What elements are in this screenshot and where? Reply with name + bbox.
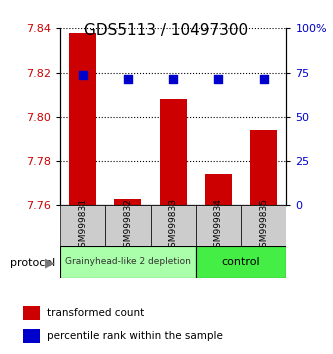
Text: GSM999835: GSM999835 [259, 198, 268, 253]
Bar [196, 246, 286, 278]
Bar [160, 99, 187, 205]
Bar [196, 205, 241, 246]
Bar [151, 205, 196, 246]
Text: Grainyhead-like 2 depletion: Grainyhead-like 2 depletion [65, 257, 191, 267]
Text: ▶: ▶ [45, 256, 55, 269]
Text: protocol: protocol [10, 258, 55, 268]
Bar [23, 307, 40, 320]
Bar [69, 33, 96, 205]
Point [80, 72, 85, 78]
Bar [205, 174, 232, 205]
Text: GSM999831: GSM999831 [78, 198, 87, 253]
Point [170, 76, 176, 82]
Bar [60, 246, 196, 278]
Bar [114, 199, 142, 205]
Text: GSM999834: GSM999834 [214, 198, 223, 253]
Text: GSM999832: GSM999832 [123, 198, 133, 253]
Text: GSM999833: GSM999833 [168, 198, 178, 253]
Text: percentile rank within the sample: percentile rank within the sample [47, 331, 223, 341]
Point [261, 76, 266, 82]
Bar [23, 330, 40, 343]
Text: GDS5113 / 10497300: GDS5113 / 10497300 [85, 23, 248, 38]
Bar [250, 130, 277, 205]
Text: transformed count: transformed count [47, 308, 145, 318]
Bar [105, 205, 151, 246]
Point [125, 76, 131, 82]
Text: control: control [222, 257, 260, 267]
Point [216, 76, 221, 82]
Bar [60, 205, 105, 246]
Bar [241, 205, 286, 246]
